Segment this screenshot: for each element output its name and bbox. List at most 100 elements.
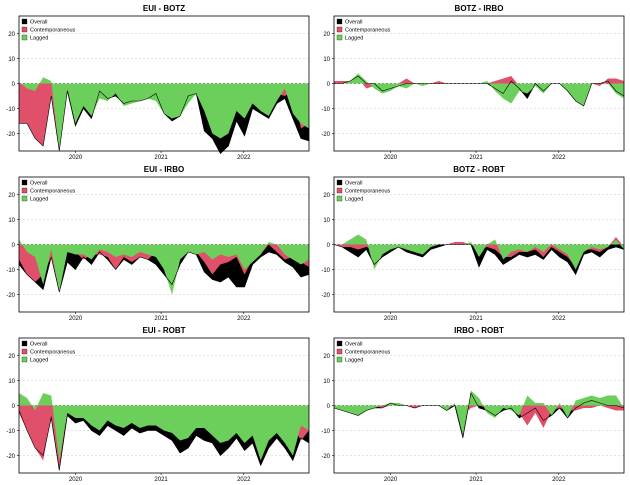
legend-label: Lagged: [30, 197, 48, 203]
legend-swatch: [336, 34, 343, 41]
legend-swatch: [336, 348, 343, 355]
y-tick-label: -20: [321, 293, 330, 299]
overall-line: [333, 392, 625, 439]
series-area-lagged: [334, 234, 624, 270]
y-tick-label: 0: [327, 243, 331, 249]
x-tick-label: 2022: [552, 155, 566, 161]
legend-swatch: [21, 34, 28, 41]
x-tick-label: 2022: [552, 477, 566, 483]
legend-swatch: [336, 340, 343, 347]
plot-frame: [18, 337, 310, 474]
series-area-contemporaneous: [334, 76, 624, 96]
legend-swatch: [336, 356, 343, 363]
chart-title: BOTZ - IRBO: [455, 4, 504, 13]
series-area-lagged: [334, 73, 624, 106]
series-area-lagged: [19, 77, 309, 151]
chart-panel: IRBO - ROBT 20 10 0 -10 -20 2020 2021 2022 Overal…: [321, 326, 625, 483]
series-area-lagged: [19, 393, 309, 461]
legend-swatch: [336, 179, 343, 186]
x-tick-label: 2022: [237, 316, 251, 322]
chart-panel: BOTZ - ROBT 20 10 0 -10 -20 2020 2021 2022 Overal…: [321, 165, 625, 322]
x-tick-label: 2021: [469, 316, 483, 322]
legend-label: Overall: [30, 20, 47, 26]
y-tick-label: 0: [12, 404, 16, 410]
y-tick-label: 10: [323, 218, 330, 224]
series-area-overall: [334, 393, 624, 438]
x-tick-label: 2020: [69, 316, 83, 322]
legend-swatch: [21, 340, 28, 347]
chart-panel: BOTZ - IRBO 20 10 0 -10 -20 2020 2021 2022 Overal…: [321, 4, 625, 161]
legend-label: Overall: [30, 181, 47, 187]
chart-title: EUI - ROBT: [142, 326, 185, 335]
overall-line: [334, 75, 625, 107]
legend-label: Contemporaneous: [30, 189, 76, 195]
legend-swatch: [336, 187, 343, 194]
legend-swatch: [21, 348, 28, 355]
x-tick-label: 2021: [469, 477, 483, 483]
legend-swatch: [336, 195, 343, 202]
overall-line: [18, 251, 310, 293]
y-tick-label: 20: [323, 32, 330, 38]
y-tick-label: -20: [6, 132, 15, 138]
y-tick-label: -10: [321, 429, 330, 435]
legend-label: Overall: [345, 181, 362, 187]
y-tick-label: 20: [323, 354, 330, 360]
y-tick-label: 0: [12, 82, 16, 88]
plot-frame: [18, 15, 310, 152]
legend-label: Lagged: [345, 36, 363, 42]
y-tick-label: 0: [327, 82, 331, 88]
legend-swatch: [21, 179, 28, 186]
plot-frame: [18, 176, 310, 313]
legend-label: Overall: [345, 342, 362, 348]
legend-swatch: [21, 356, 28, 363]
y-tick-label: 20: [8, 32, 15, 38]
plot-frame: [333, 337, 625, 474]
chart-title: EUI - BOTZ: [143, 4, 185, 13]
legend-swatch: [21, 26, 28, 33]
x-tick-label: 2021: [154, 155, 168, 161]
x-tick-label: 2020: [384, 477, 398, 483]
x-tick-label: 2020: [384, 316, 398, 322]
legend-label: Lagged: [345, 358, 363, 364]
y-tick-label: -10: [6, 268, 15, 274]
legend-swatch: [336, 18, 343, 25]
overall-line: [18, 410, 310, 471]
x-tick-label: 2020: [384, 155, 398, 161]
x-tick-label: 2022: [552, 316, 566, 322]
legend-label: Contemporaneous: [30, 28, 76, 34]
x-tick-label: 2021: [469, 155, 483, 161]
legend-label: Lagged: [345, 197, 363, 203]
chart-title: EUI - IRBO: [144, 165, 184, 174]
series-area-lagged: [19, 239, 309, 295]
y-tick-label: -10: [6, 107, 15, 113]
chart-title: BOTZ - ROBT: [453, 165, 505, 174]
y-tick-label: -20: [321, 454, 330, 460]
x-tick-label: 2022: [237, 155, 251, 161]
plot-frame: [333, 15, 625, 152]
x-tick-label: 2022: [237, 477, 251, 483]
y-tick-label: 20: [8, 354, 15, 360]
plot-frame: [333, 176, 625, 313]
chart-panel: EUI - IRBO 20 10 0 -10 -20 2020 2021 2022 Overall…: [6, 165, 310, 322]
y-tick-label: -20: [6, 454, 15, 460]
y-tick-label: -10: [6, 429, 15, 435]
series-area-lagged: [334, 390, 624, 436]
chart-panel: EUI - ROBT 20 10 0 -10 -20 2020 2021 2022 Overall…: [6, 326, 310, 483]
y-tick-label: 10: [8, 218, 15, 224]
chart-title: IRBO - ROBT: [454, 326, 504, 335]
legend-label: Overall: [30, 342, 47, 348]
y-tick-label: 10: [323, 57, 330, 63]
series-area-contemporaneous: [19, 244, 309, 290]
y-tick-label: 0: [327, 404, 331, 410]
legend-label: Contemporaneous: [345, 350, 391, 356]
y-tick-label: -20: [321, 132, 330, 138]
overall-line: [333, 244, 625, 276]
legend-label: Lagged: [30, 358, 48, 364]
y-tick-label: 20: [8, 193, 15, 199]
y-tick-label: -10: [321, 268, 330, 274]
x-tick-label: 2020: [69, 155, 83, 161]
legend-swatch: [21, 187, 28, 194]
overall-line: [19, 90, 310, 154]
x-tick-label: 2020: [69, 477, 83, 483]
y-tick-label: 0: [12, 243, 16, 249]
